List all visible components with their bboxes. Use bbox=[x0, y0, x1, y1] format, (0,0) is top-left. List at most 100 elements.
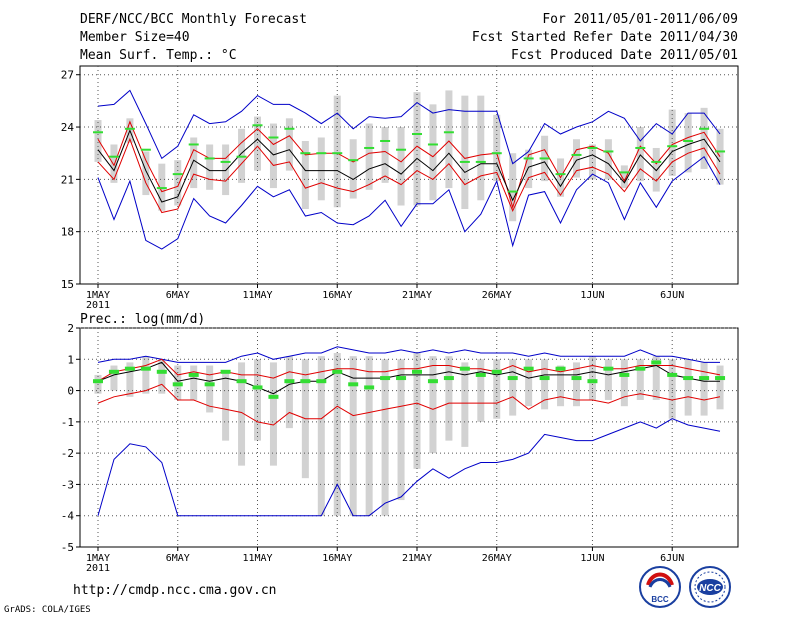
temp-spread-box bbox=[285, 118, 293, 171]
temp-panel-frame bbox=[79, 65, 739, 285]
temp-spread-box bbox=[493, 114, 501, 182]
prec-obs-mark bbox=[220, 369, 231, 374]
ncc-logo-icon: NCC bbox=[689, 566, 731, 608]
temp-obs-mark bbox=[284, 127, 295, 130]
temp-xtick-label: 11MAY bbox=[242, 290, 272, 301]
prec-obs-mark bbox=[316, 379, 327, 384]
temp-spread-box bbox=[700, 107, 708, 169]
temp-spread-box bbox=[222, 144, 230, 196]
source-url[interactable]: http://cmdp.ncc.cma.gov.cn bbox=[73, 583, 277, 598]
prec-ytick-label: -1 bbox=[61, 416, 74, 429]
prec-spread-box bbox=[413, 353, 421, 469]
bcc-logo-text: BCC bbox=[651, 595, 669, 604]
temp-obs-mark bbox=[667, 145, 678, 148]
temp-spread-box bbox=[652, 147, 660, 192]
prec-xtick-label: 6MAY bbox=[166, 553, 190, 564]
prec-spread-box bbox=[525, 359, 533, 407]
prec-obs-mark bbox=[364, 385, 375, 390]
temp-obs-mark bbox=[699, 127, 710, 130]
temp-spread-box bbox=[206, 144, 214, 190]
temp-obs-mark bbox=[571, 153, 582, 156]
temp-obs-mark bbox=[188, 143, 199, 146]
temp-obs-mark bbox=[412, 133, 422, 136]
prec-spread-box bbox=[636, 359, 644, 400]
temp-obs-mark bbox=[475, 160, 486, 163]
temp-xtick-label: 21MAY bbox=[402, 290, 432, 301]
prec-series-mean bbox=[97, 361, 720, 395]
temp-ytick-label: 27 bbox=[61, 69, 74, 82]
temp-xtick-year: 2011 bbox=[86, 300, 110, 311]
prec-spread-box bbox=[509, 359, 517, 416]
temp-spread-box bbox=[573, 139, 580, 178]
prec-ytick-label: -5 bbox=[61, 541, 74, 554]
temp-series-upper bbox=[97, 120, 721, 210]
temp-obs-mark bbox=[507, 190, 518, 193]
temp-series-mean bbox=[97, 129, 721, 203]
prec-ytick-label: 2 bbox=[67, 322, 74, 335]
prec-obs-mark bbox=[188, 372, 199, 377]
temp-obs-mark bbox=[396, 148, 407, 151]
prec-spread-box bbox=[349, 356, 357, 516]
temp-spread-box bbox=[413, 92, 421, 206]
temp-spread-box bbox=[588, 144, 596, 180]
temp-spread-box bbox=[269, 123, 277, 189]
temp-spread-box bbox=[636, 127, 644, 182]
temp-ytick-label: 18 bbox=[61, 226, 74, 239]
temp-xtick-label: 16MAY bbox=[322, 290, 352, 301]
temp-obs-mark bbox=[427, 143, 438, 146]
prec-obs-mark bbox=[396, 376, 407, 381]
bcc-logo-icon: BCC bbox=[639, 566, 681, 608]
temp-obs-mark bbox=[124, 127, 135, 130]
temp-obs-mark bbox=[204, 157, 215, 160]
temp-spread-box bbox=[445, 90, 453, 189]
grads-credit: GrADS: COLA/IGES bbox=[4, 605, 91, 615]
prec-obs-mark bbox=[491, 369, 502, 374]
prec-spread-box bbox=[333, 353, 341, 516]
prec-spread-box bbox=[716, 365, 724, 410]
prec-xtick-label: 26MAY bbox=[482, 553, 512, 564]
temp-obs-mark bbox=[252, 124, 263, 127]
temp-xtick-label: 1JUN bbox=[580, 290, 604, 301]
temp-ytick-label: 24 bbox=[61, 121, 75, 134]
prec-obs-mark bbox=[156, 369, 167, 374]
prec-spread-box bbox=[285, 356, 293, 429]
temp-obs-mark bbox=[587, 146, 598, 149]
temp-xtick-label: 26MAY bbox=[482, 290, 512, 301]
temp-obs-mark bbox=[715, 150, 726, 153]
prec-spread-box bbox=[684, 359, 692, 416]
temp-obs-mark bbox=[603, 150, 614, 153]
temp-obs-mark bbox=[539, 157, 550, 160]
prec-ytick-label: 1 bbox=[67, 353, 74, 366]
prec-xtick-label: 11MAY bbox=[242, 553, 272, 564]
prec-spread-box bbox=[365, 356, 373, 516]
prec-ytick-label: -3 bbox=[61, 478, 74, 491]
temp-obs-mark bbox=[236, 155, 247, 158]
temp-xtick-label: 6MAY bbox=[166, 290, 190, 301]
temp-obs-mark bbox=[491, 152, 502, 155]
prec-obs-mark bbox=[523, 366, 534, 371]
temp-obs-mark bbox=[364, 146, 375, 149]
prec-spread-box bbox=[254, 359, 261, 441]
prec-spread-box bbox=[397, 359, 405, 501]
temp-spread-box bbox=[477, 95, 485, 201]
prec-spread-box bbox=[222, 371, 230, 441]
prec-series-max bbox=[97, 346, 720, 363]
temp-obs-mark bbox=[332, 152, 343, 155]
prec-spread-box bbox=[461, 362, 469, 447]
temp-obs-mark bbox=[523, 157, 534, 160]
prec-obs-mark bbox=[539, 376, 550, 381]
prec-obs-mark bbox=[93, 379, 103, 384]
temp-obs-mark bbox=[348, 159, 359, 162]
temp-obs-mark bbox=[172, 173, 183, 176]
temp-ytick-label: 21 bbox=[61, 173, 74, 186]
prec-obs-mark bbox=[587, 379, 598, 384]
prec-xtick-label: 1MAY bbox=[86, 553, 110, 564]
prec-series-lower bbox=[97, 383, 721, 426]
prec-spread-box bbox=[541, 359, 549, 410]
prec-obs-mark bbox=[603, 366, 614, 371]
prec-obs-mark bbox=[172, 382, 183, 387]
prec-spread-box bbox=[620, 359, 628, 407]
prec-spread-box bbox=[445, 356, 453, 441]
prec-obs-mark bbox=[300, 379, 311, 384]
